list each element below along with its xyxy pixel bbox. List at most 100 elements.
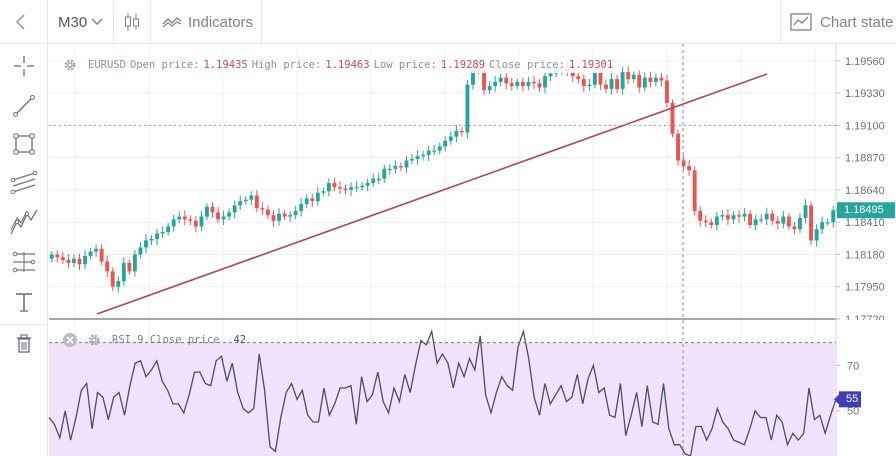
candle-body (676, 133, 680, 161)
candle-body (803, 205, 808, 218)
candle-body (504, 77, 509, 84)
current-price-badge: 1.18495 (844, 204, 884, 217)
rectangle-tool[interactable] (0, 124, 47, 164)
candle-body (127, 262, 132, 272)
candle-body (532, 81, 536, 84)
candle-body (482, 70, 487, 91)
trend-line-tool[interactable] (0, 86, 47, 126)
candle-body (99, 248, 104, 262)
candle-body (471, 67, 475, 85)
candle-body (665, 80, 669, 103)
indicators-label: Indicators (188, 13, 254, 31)
price-axis-label: 1.18180 (845, 249, 885, 261)
candle-body (753, 219, 758, 225)
candle-body (149, 239, 154, 241)
candle-body (437, 146, 442, 151)
timeframe-label: M30 (58, 13, 88, 31)
candle-body (199, 216, 204, 227)
candle-body (825, 222, 830, 224)
chart-type-button[interactable] (124, 0, 140, 44)
price-axis[interactable]: 1.19560 1.19330 1.19100 1.18870 1.18640 1.184… (836, 44, 896, 326)
candle-body (227, 212, 232, 217)
candle-body (748, 213, 753, 225)
text-tool[interactable] (0, 282, 47, 322)
candle-body (792, 226, 797, 230)
candle-body (687, 166, 692, 171)
candle-body (764, 213, 769, 220)
rsi-current-badge-pointer (834, 394, 839, 405)
close-icon[interactable] (62, 332, 78, 348)
rsi-line (48, 328, 837, 456)
price-candles (49, 61, 836, 293)
candle-body (670, 102, 675, 134)
delete-drawings-button[interactable] (0, 324, 47, 364)
candle-body (210, 206, 215, 213)
rsi-band-fill (49, 342, 836, 456)
timeframe-select[interactable]: M30 (58, 0, 104, 44)
candle-body (110, 271, 115, 287)
candle-body (293, 210, 298, 216)
candle-body (698, 210, 703, 221)
candle-body (626, 72, 631, 80)
back-button[interactable] (14, 0, 38, 44)
crosshair-tool[interactable] (0, 46, 47, 86)
price-axis-label: 1.18870 (845, 153, 885, 165)
chart-state-button[interactable]: Chart state (790, 0, 893, 44)
candle-body (60, 257, 65, 261)
indicators-icon (162, 17, 182, 28)
rectangle-icon (13, 133, 34, 155)
candle-body (105, 261, 110, 272)
candle-body (798, 217, 802, 230)
fibonacci-tool[interactable] (0, 202, 47, 242)
candle-body (55, 254, 60, 258)
candle-body (282, 213, 287, 217)
candle-body (116, 281, 121, 287)
candle-body (448, 136, 453, 141)
gear-icon[interactable] (86, 332, 102, 348)
candle-body (737, 215, 741, 217)
parallel-channel-tool[interactable] (0, 162, 47, 202)
legend-high-value: 1.19463 (325, 59, 370, 71)
rsi-axis-label: 70 (847, 360, 859, 372)
candle-body (587, 84, 592, 87)
candle-body (232, 205, 237, 213)
candle-body (88, 251, 93, 256)
chart-state-icon (790, 13, 812, 31)
candle-body (775, 220, 780, 224)
candle-body (581, 79, 586, 87)
candle-body (271, 215, 276, 221)
candle-body (166, 226, 171, 233)
candle-body (193, 220, 198, 227)
chevron-left-icon (15, 14, 25, 30)
candle-body (398, 166, 403, 168)
candle-body (177, 216, 182, 220)
chart-overlays (49, 44, 836, 456)
candle-body (338, 187, 342, 189)
text-icon (15, 293, 32, 312)
indicators-button[interactable]: Indicators (162, 0, 253, 44)
candle-body (570, 72, 575, 77)
fibonacci-icon (9, 209, 38, 235)
rsi-legend-value: 42 (233, 334, 247, 346)
candle-body (814, 229, 819, 241)
rsi-axis[interactable]: 70 50 (834, 320, 896, 456)
pattern-tool[interactable] (0, 242, 47, 282)
candle-body (515, 81, 520, 87)
candle-body (465, 84, 470, 133)
candle-body (299, 203, 304, 211)
candle-body (72, 258, 76, 263)
trend-line-drawing[interactable] (96, 73, 768, 315)
candle-body (725, 215, 730, 220)
legend-high-label: High price: (251, 59, 322, 71)
toolbar-divider (150, 0, 151, 44)
candle-body (720, 215, 725, 217)
candle-body (548, 73, 553, 77)
candle-body (520, 81, 525, 87)
candle-body (459, 130, 464, 133)
current-price-badge-pointer (836, 205, 841, 216)
candle-body (155, 233, 160, 240)
gear-icon[interactable] (62, 57, 78, 73)
candle-body (249, 195, 254, 200)
price-legend: EURUSD Open price: 1.19435 High price: 1… (62, 57, 614, 73)
